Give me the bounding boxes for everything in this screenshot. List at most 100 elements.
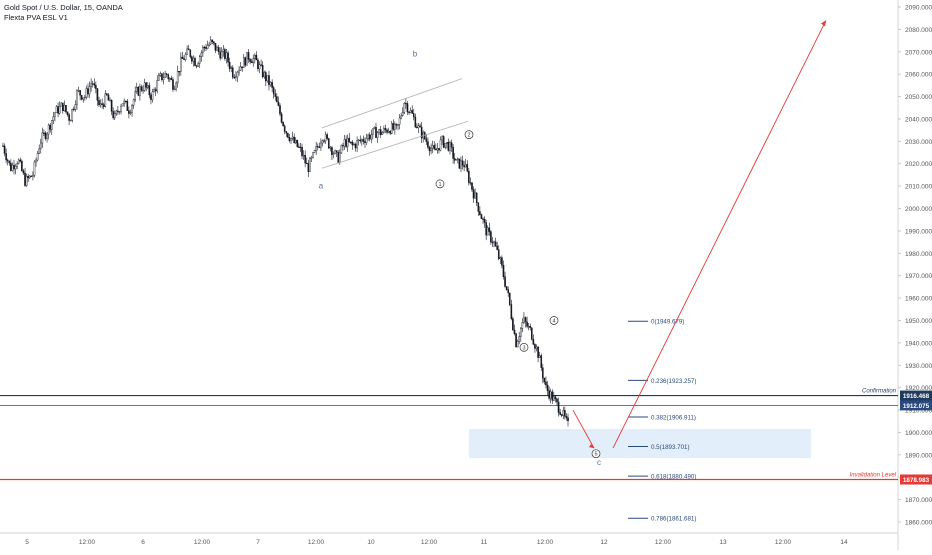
fib-label: 0.382(1906.911) bbox=[651, 414, 696, 421]
candle-body bbox=[257, 59, 259, 70]
candle-body bbox=[436, 147, 439, 151]
candle-body bbox=[472, 189, 475, 199]
candle-body bbox=[343, 139, 346, 147]
y-tick-label: 2040.000 bbox=[905, 116, 932, 123]
candle-body bbox=[420, 126, 423, 139]
candle-body bbox=[282, 122, 284, 127]
candle-body bbox=[118, 111, 121, 113]
candle-body bbox=[398, 117, 401, 125]
candle-body bbox=[554, 396, 557, 400]
candle-body bbox=[523, 317, 525, 323]
candle-body bbox=[409, 110, 412, 113]
candle-body bbox=[73, 108, 75, 111]
candle-body bbox=[263, 72, 266, 78]
candle-body bbox=[537, 346, 539, 358]
candle-body bbox=[439, 139, 442, 151]
candle-body bbox=[307, 163, 310, 172]
candle-body bbox=[39, 142, 42, 149]
wave-circle bbox=[435, 179, 445, 189]
candle-body bbox=[120, 105, 122, 112]
candle-body bbox=[180, 56, 182, 72]
candle-body bbox=[531, 327, 533, 340]
candle-body bbox=[551, 391, 554, 401]
fib-label: 0.236(1923.257) bbox=[651, 378, 696, 385]
candle-body bbox=[213, 41, 215, 44]
candle-body bbox=[449, 142, 451, 151]
price-badge bbox=[900, 390, 932, 401]
candle-body bbox=[170, 78, 173, 80]
candle-body bbox=[181, 56, 184, 59]
candle-body bbox=[519, 327, 522, 337]
candle-body bbox=[35, 159, 37, 163]
candle-body bbox=[335, 150, 338, 153]
candle-body bbox=[378, 129, 380, 133]
candle-body bbox=[460, 160, 462, 169]
candle-body bbox=[258, 64, 261, 70]
candle-body bbox=[98, 100, 100, 106]
candle-body bbox=[416, 126, 418, 129]
candle-body bbox=[387, 131, 390, 133]
candle-body bbox=[254, 54, 256, 59]
candle-body bbox=[153, 89, 155, 93]
candle-body bbox=[357, 139, 360, 141]
candle-body bbox=[169, 78, 171, 80]
candle-body bbox=[216, 47, 218, 51]
candle-body bbox=[10, 162, 12, 171]
candle-body bbox=[96, 88, 99, 101]
candle-body bbox=[52, 116, 55, 121]
x-tick-label: 5 bbox=[25, 539, 29, 546]
candle-body bbox=[441, 136, 443, 141]
candle-body bbox=[195, 65, 198, 67]
candle-body bbox=[376, 132, 379, 139]
candle-body bbox=[68, 114, 70, 121]
candle-body bbox=[386, 129, 388, 133]
fib-label: 0(1949.679) bbox=[651, 319, 684, 326]
candle-body bbox=[296, 139, 299, 148]
indicator-title: Flexta PVA ESL V1 bbox=[4, 13, 68, 22]
candle-body bbox=[187, 48, 190, 51]
candle-body bbox=[242, 57, 245, 68]
candle-body bbox=[269, 82, 272, 86]
y-tick-label: 2060.000 bbox=[905, 72, 932, 79]
candle-body bbox=[406, 103, 409, 113]
candle-body bbox=[62, 102, 64, 112]
candle-body bbox=[55, 106, 58, 114]
candle-body bbox=[549, 391, 552, 399]
candle-body bbox=[90, 83, 92, 87]
candle-body bbox=[21, 160, 23, 172]
candle-body bbox=[43, 132, 45, 134]
candle-body bbox=[532, 339, 535, 345]
wave-label: 5 bbox=[594, 452, 597, 458]
candle-body bbox=[427, 141, 429, 148]
x-tick-label: 11 bbox=[481, 539, 488, 546]
candle-body bbox=[261, 64, 264, 78]
y-tick-label: 2070.000 bbox=[905, 49, 932, 56]
candle-body bbox=[24, 172, 26, 186]
candle-body bbox=[321, 140, 324, 144]
candle-body bbox=[394, 123, 396, 130]
candle-body bbox=[471, 182, 473, 190]
candle-body bbox=[316, 146, 319, 148]
candle-body bbox=[283, 125, 286, 132]
candle-body bbox=[28, 175, 31, 179]
x-tick-label: 12:00 bbox=[537, 539, 554, 546]
wave-circle bbox=[464, 130, 474, 139]
candle-body bbox=[351, 141, 354, 146]
candle-body bbox=[280, 113, 283, 123]
candle-body bbox=[150, 94, 152, 100]
candle-body bbox=[33, 161, 36, 176]
candle-body bbox=[521, 322, 524, 329]
candle-body bbox=[247, 52, 250, 60]
candle-body bbox=[373, 127, 376, 129]
candle-body bbox=[469, 182, 472, 184]
candle-body bbox=[417, 125, 420, 128]
candle-body bbox=[208, 43, 210, 46]
candle-body bbox=[545, 381, 547, 386]
candle-body bbox=[479, 211, 481, 215]
x-tick-label: 12:00 bbox=[308, 539, 325, 546]
x-tick-label: 12:00 bbox=[79, 539, 96, 546]
candle-body bbox=[293, 136, 295, 144]
candle-body bbox=[175, 82, 177, 90]
candle-body bbox=[455, 159, 458, 161]
